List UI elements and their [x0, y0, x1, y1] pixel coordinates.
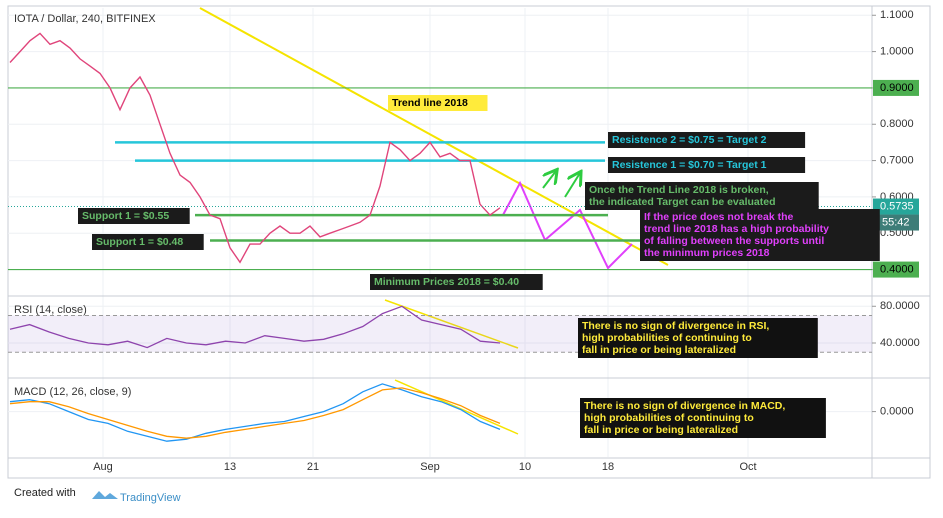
y-tick-label: 80.0000: [880, 300, 920, 312]
annotation-box: [580, 398, 826, 438]
annotation-text: high probabilities of continuing to: [582, 332, 752, 344]
last-price-tag: [873, 198, 919, 215]
series-line: [9, 32, 501, 264]
projection-arrows: [502, 180, 633, 270]
annotation-text: Trend line 2018: [392, 97, 468, 109]
annotation-text: Resistence 1 = $0.70 = Target 1: [612, 159, 767, 171]
annotation-text: fall in price or being lateralized: [582, 344, 736, 356]
annotation-text: trend line 2018 has a high probability: [644, 223, 829, 235]
last-price-label: 0.5735: [880, 200, 914, 212]
symbol-title: IOTA / Dollar, 240, BITFINEX: [14, 13, 156, 25]
x-tick-label: Sep: [420, 461, 440, 473]
y-tick-label: 0.4000: [880, 263, 914, 275]
series-line: [9, 383, 501, 442]
x-tick-label: 13: [224, 461, 236, 473]
tradingview-logo: [92, 491, 118, 499]
annotation-text: Minimum Prices 2018 = $0.40: [374, 276, 519, 288]
annotation-box: [92, 234, 204, 250]
annotation-box: [388, 95, 488, 111]
green-arrow: [542, 171, 556, 189]
annotation-text: of falling between the supports until: [644, 235, 824, 247]
annotation-text: the indicated Target can be evaluated: [589, 196, 776, 208]
x-tick-label: Aug: [93, 461, 113, 473]
annotation-box: [585, 182, 819, 210]
x-tick-label: Oct: [739, 461, 756, 473]
y-tick-label: 1.1000: [880, 9, 914, 21]
y-tick-label: 1.0000: [880, 46, 914, 58]
x-tick-label: 21: [307, 461, 319, 473]
x-tick-label: 10: [519, 461, 531, 473]
countdown-tag: [873, 214, 919, 231]
annotation-box: [370, 274, 543, 290]
series-line: [9, 305, 501, 349]
annotation-box: [640, 209, 880, 261]
annotation-text: Resistence 2 = $0.75 = Target 2: [612, 134, 767, 146]
level-tag: [873, 261, 919, 278]
y-tick-label: 40.0000: [880, 337, 920, 349]
annotation-text: the minimum prices 2018: [644, 247, 770, 259]
annotation-text: Support 1 = $0.55: [82, 210, 169, 222]
annotation-box: [608, 157, 806, 173]
indicator-title: MACD (12, 26, close, 9): [14, 386, 131, 398]
annotation-text: There is no sign of divergence in MACD,: [584, 400, 785, 412]
macd-trend-line: [394, 379, 519, 435]
series-line: [9, 387, 501, 439]
annotation-text: Once the Trend Line 2018 is broken,: [589, 184, 769, 196]
rsi-trend-line: [384, 299, 519, 349]
y-tick-label: 0.8000: [880, 118, 914, 130]
annotation-text: If the price does not break the: [644, 211, 794, 223]
annotation-box: [78, 208, 190, 224]
annotation-box: [578, 318, 818, 358]
annotation-text: fall in price or being lateralized: [584, 424, 738, 436]
level-tag: [873, 79, 919, 96]
annotation-text: high probabilities of continuing to: [584, 412, 754, 424]
created-with: Created with: [14, 487, 76, 499]
x-tick-label: 18: [602, 461, 614, 473]
brand[interactable]: TradingView: [120, 492, 181, 504]
y-tick-label: 0.7000: [880, 154, 914, 166]
green-arrow: [564, 173, 580, 198]
indicator-title: RSI (14, close): [14, 304, 87, 316]
trend-line: [199, 7, 669, 266]
y-tick-label: 0.9000: [880, 82, 914, 94]
countdown: 55:42: [882, 216, 910, 228]
annotation-box: [608, 132, 806, 148]
y-tick-label: 0.0000: [880, 405, 914, 417]
annotation-text: Support 1 = $0.48: [96, 236, 183, 248]
annotation-text: There is no sign of divergence in RSI,: [582, 320, 769, 332]
